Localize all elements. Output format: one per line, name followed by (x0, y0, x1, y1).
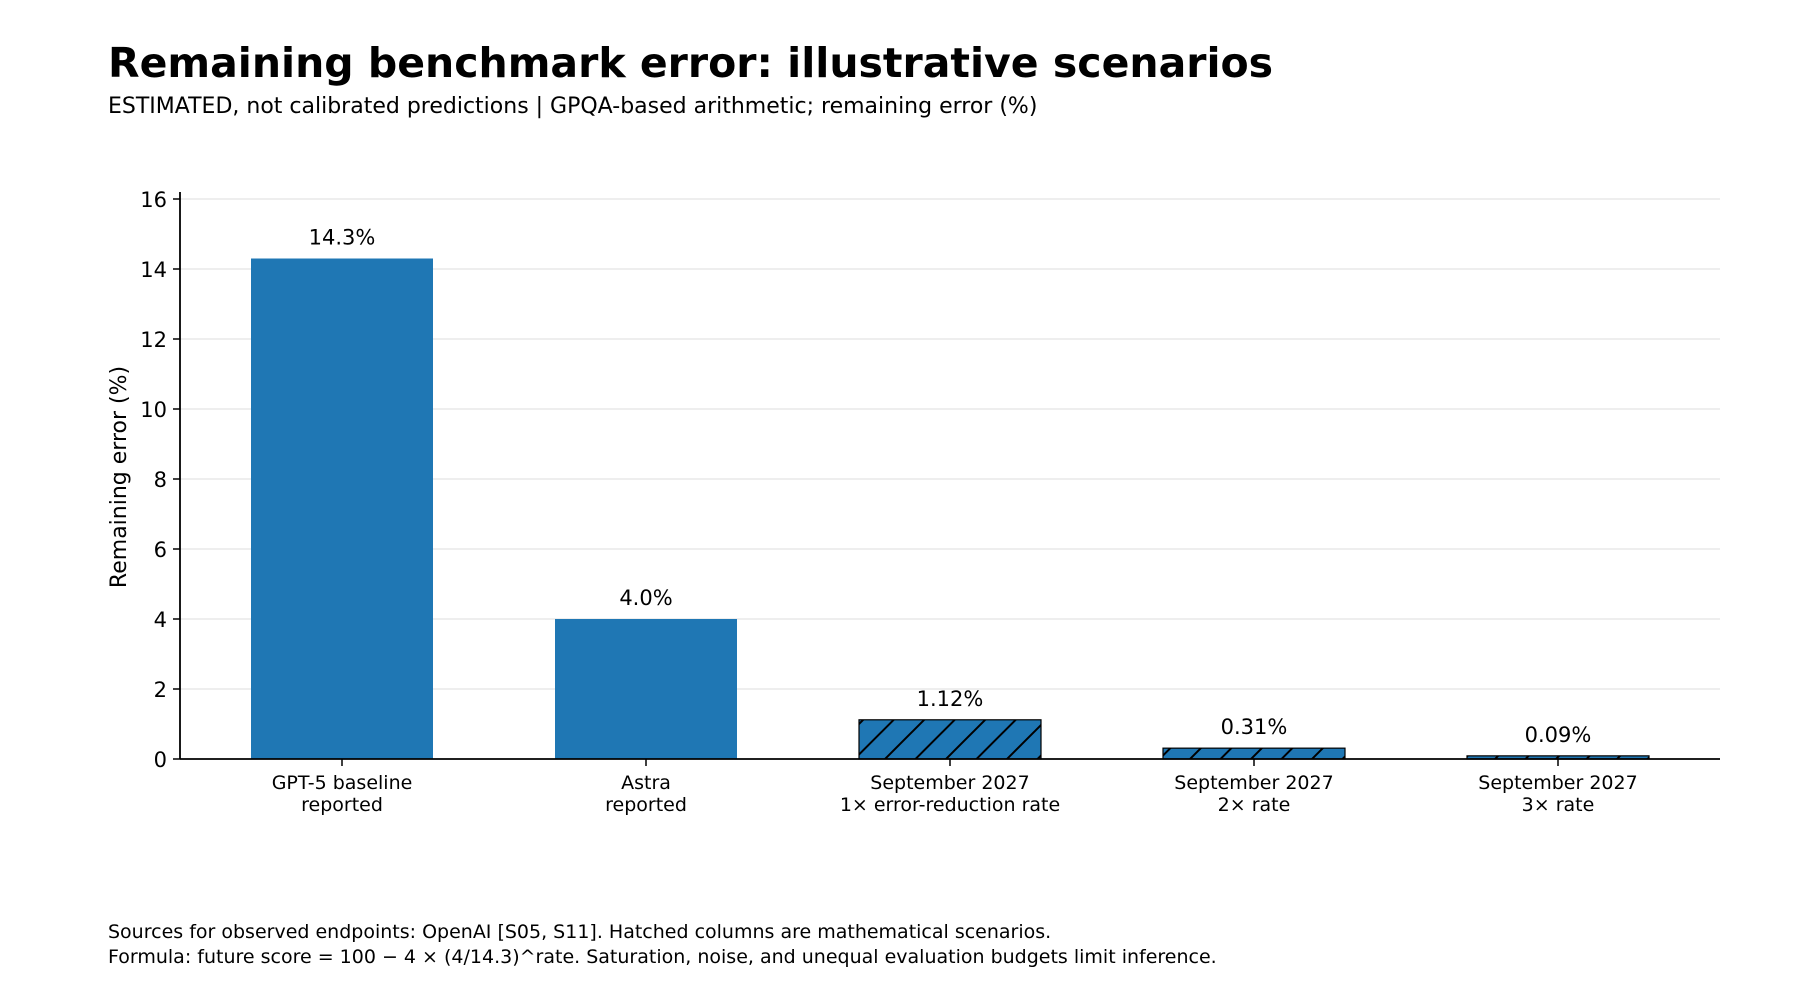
y-tick-label: 10 (140, 398, 167, 422)
y-tick-label: 14 (140, 258, 167, 282)
x-tick-label: reported (301, 794, 383, 816)
data-label-4: 0.31% (1221, 715, 1288, 739)
chart-subtitle: ESTIMATED, not calibrated predictions | … (108, 94, 1038, 119)
footnote-formula: Formula: future score = 100 − 4 × (4/14.… (108, 946, 1217, 968)
y-axis-label: Remaining error (%) (107, 366, 132, 588)
x-tick-label: 1× error-reduction rate (840, 794, 1060, 816)
gridlines (180, 198, 1720, 690)
y-tick-label: 0 (154, 748, 167, 772)
data-label-5: 0.09% (1525, 723, 1592, 747)
x-tick-label: September 2027 (1174, 772, 1333, 794)
x-tick-label: GPT-5 baseline (272, 772, 413, 794)
y-tick-label: 12 (140, 328, 167, 352)
x-tick-label: Astra (621, 772, 671, 794)
y-tick-label: 8 (154, 468, 167, 492)
bars (251, 258, 1650, 760)
bar-hatch-3 (858, 719, 1042, 760)
x-tick-label: 2× rate (1218, 794, 1291, 816)
footnote-sources: Sources for observed endpoints: OpenAI [… (108, 921, 1052, 943)
bar-1 (251, 258, 433, 759)
bar-hatch-4 (1162, 747, 1346, 760)
x-tick-label: reported (605, 794, 687, 816)
axes (173, 192, 1720, 766)
data-label-1: 14.3% (309, 226, 376, 250)
data-label-2: 4.0% (619, 586, 672, 610)
x-tick-label: September 2027 (870, 772, 1029, 794)
chart-title: Remaining benchmark error: illustrative … (108, 39, 1274, 87)
data-label-3: 1.12% (917, 687, 984, 711)
y-tick-label: 6 (154, 538, 167, 562)
y-tick-label: 2 (154, 678, 167, 702)
x-tick-label: September 2027 (1478, 772, 1637, 794)
x-tick-label: 3× rate (1522, 794, 1595, 816)
y-tick-label: 16 (140, 188, 167, 212)
y-tick-label: 4 (154, 608, 167, 632)
bar-2 (555, 619, 737, 759)
